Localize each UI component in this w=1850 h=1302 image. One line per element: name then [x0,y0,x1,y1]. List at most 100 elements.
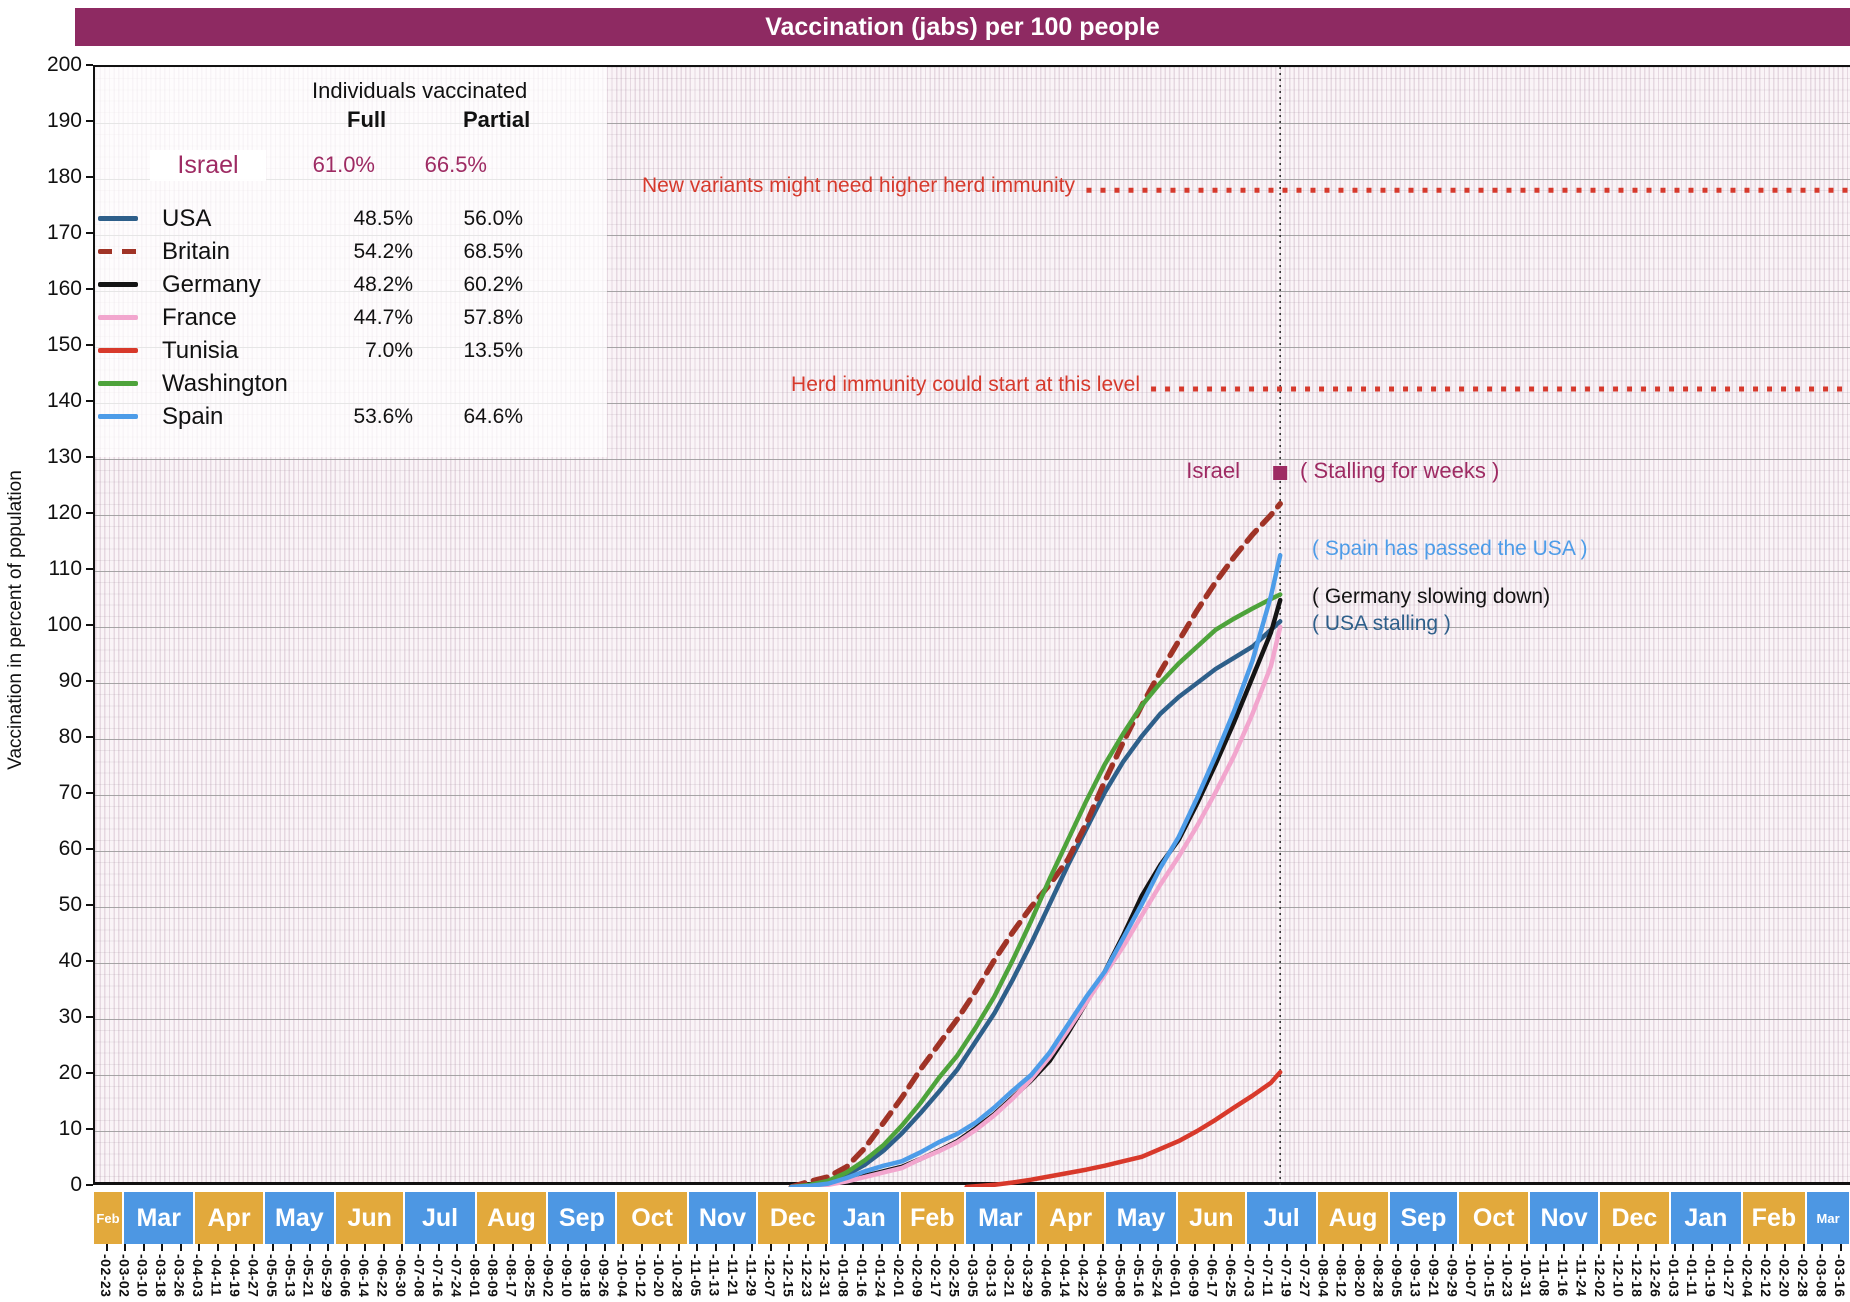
date-tick-label: -10-15 [1481,1254,1498,1298]
y-tick-mark [86,232,93,234]
month-block-mar: Mar [965,1192,1036,1244]
date-tick-mark [1489,1244,1492,1251]
date-tick-mark [290,1244,293,1251]
date-tick-label: -02-04 [1739,1254,1756,1298]
date-tick-mark [769,1244,772,1251]
y-axis-title: Vaccination in percent of population [5,470,26,770]
date-tick-label: -05-16 [1130,1254,1147,1298]
date-tick-mark [806,1244,809,1251]
date-tick-mark [124,1244,127,1251]
gridline [95,347,1850,348]
legend-partial-value: 56.0% [463,206,523,230]
legend-name: Tunisia [162,336,239,364]
date-tick-label: -08-28 [1370,1254,1387,1298]
month-block-nov: Nov [1530,1192,1598,1244]
date-tick-label: -10-07 [1462,1254,1479,1298]
y-tick-label: 100 [46,613,82,636]
gridline [95,123,1850,124]
date-tick-label: -01-08 [835,1254,852,1298]
legend-row-spain: Spain 53.6% 64.6% [98,400,558,433]
y-tick-mark [86,344,93,346]
y-tick-label: 40 [58,949,82,972]
date-tick-mark [880,1244,883,1251]
gridline [95,235,1850,236]
annotation-israel-label: Israel [1186,458,1240,483]
date-tick-mark [1526,1244,1529,1251]
date-axis: -02-23 -03-02 -03-10 -03-18 -03-26 -04-03 -04-… [93,1244,1850,1302]
month-block-feb: Feb [94,1192,122,1244]
legend-israel-partial: 66.5% [424,152,487,177]
month-block-apr: Apr [1037,1192,1105,1244]
legend-name: France [162,303,237,331]
date-tick-label: -03-16 [1831,1254,1848,1298]
date-tick-mark [1618,1244,1621,1251]
date-tick-label: -04-11 [208,1254,225,1297]
month-block-apr: Apr [195,1192,263,1244]
date-tick-mark [216,1244,219,1251]
month-block-sep: Sep [1389,1192,1458,1244]
date-tick-mark [234,1244,237,1251]
annotation-new-variants: New variants might need higher herd immu… [641,174,1075,197]
date-tick-mark [788,1244,791,1251]
date-tick-mark [1470,1244,1473,1251]
date-tick-label: -10-23 [1499,1254,1516,1298]
legend-full-value: 53.6% [353,404,413,428]
y-tick-label: 90 [58,669,82,692]
date-tick-mark [677,1244,680,1251]
date-tick-label: -12-18 [1628,1254,1645,1298]
date-tick-mark [954,1244,957,1251]
date-tick-mark [1028,1244,1031,1251]
date-tick-mark [364,1244,367,1251]
legend-swatch [98,216,138,221]
date-tick-mark [1563,1244,1566,1251]
date-tick-label: -09-26 [595,1254,612,1298]
legend-partial-value: 57.8% [463,305,523,329]
legend-israel-full: 61.0% [312,152,375,177]
chart-title-bar: Vaccination (jabs) per 100 people [75,8,1850,46]
date-tick-label: -12-10 [1610,1254,1627,1298]
legend-col-full: Full [347,107,387,132]
month-block-aug: Aug [1318,1192,1388,1244]
date-tick-mark [1507,1244,1510,1251]
annotation-usa-stalling: ( USA stalling ) [1312,612,1451,635]
date-tick-mark [1747,1244,1750,1251]
y-tick-label: 180 [46,165,82,188]
y-tick-label: 130 [46,445,82,468]
date-tick-label: -10-20 [651,1254,668,1298]
date-tick-mark [1692,1244,1695,1251]
date-tick-label: -11-05 [688,1254,705,1297]
y-tick-mark [86,1184,93,1186]
month-block-sep: Sep [548,1192,616,1244]
date-tick-mark [1267,1244,1270,1251]
legend-name: Spain [162,402,224,430]
date-tick-mark [843,1244,846,1251]
y-tick-label: 200 [46,53,82,76]
date-tick-mark [1009,1244,1012,1251]
date-tick-label: -11-16 [1555,1254,1572,1297]
date-tick-mark [511,1244,514,1251]
legend-header: Individuals vaccinated [312,78,528,103]
y-tick-label: 60 [58,837,82,860]
date-tick-label: -09-13 [1407,1254,1424,1298]
date-tick-label: -09-21 [1425,1254,1442,1298]
legend-full-value: 54.2% [353,239,413,263]
date-tick-mark [345,1244,348,1251]
date-tick-mark [1397,1244,1400,1251]
date-tick-label: -02-28 [1794,1254,1811,1298]
y-tick-label: 120 [46,501,82,524]
y-tick-mark [86,1016,93,1018]
date-tick-mark [382,1244,385,1251]
legend-name: Britain [162,237,231,265]
y-tick-label: 70 [58,781,82,804]
date-tick-label: -08-20 [1352,1254,1369,1298]
series-britain [788,501,1283,1187]
y-tick-mark [86,1128,93,1130]
date-tick-label: -01-16 [854,1254,871,1298]
date-tick-label: -06-14 [356,1254,373,1298]
y-tick-label: 10 [58,1117,82,1140]
date-tick-label: -07-11 [1259,1254,1276,1297]
legend-row-france: France 44.7% 57.8% [98,301,558,334]
date-tick-label: -06-22 [374,1254,391,1298]
gridline [95,963,1850,964]
date-tick-label: -03-26 [171,1254,188,1298]
